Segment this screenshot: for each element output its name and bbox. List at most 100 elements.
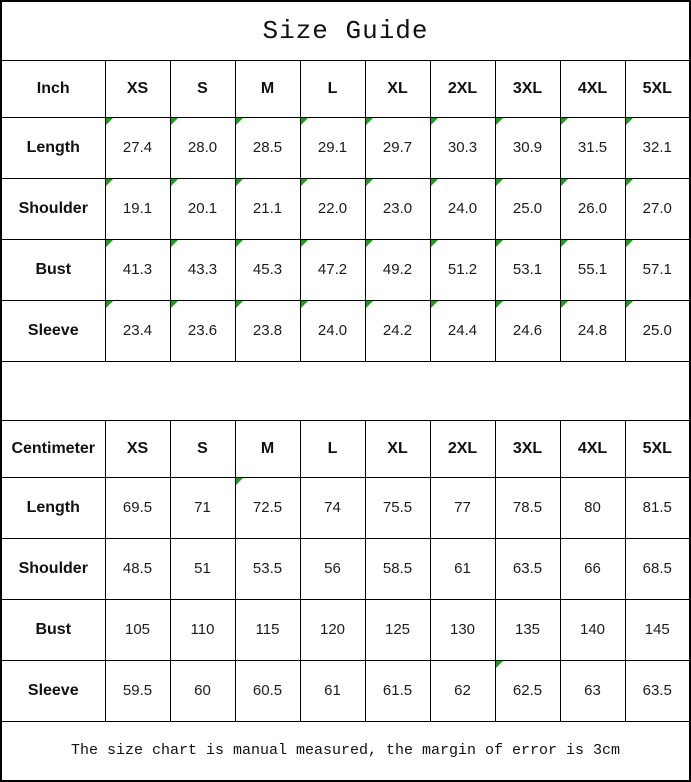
value-cell: 43.3 [169,238,236,301]
value-cell: 75.5 [364,476,431,539]
value-cell: 24.4 [429,299,496,362]
size-col-header-text: S [197,439,208,457]
value-cell: 24.6 [494,299,561,362]
value-cell: 41.3 [104,238,171,301]
value-cell: 68.5 [624,537,691,600]
comment-marker-icon [366,179,373,186]
size-col-header: M [234,59,301,118]
value-cell-text: 63 [584,682,601,699]
comment-marker-icon [561,240,568,247]
size-col-header-text: L [327,439,338,457]
comment-marker-icon [236,179,243,186]
value-cell: 56 [299,537,366,600]
value-cell-text: 68.5 [642,560,672,577]
row-label: Length [0,476,106,539]
value-cell: 63 [559,659,626,722]
value-cell-text: 24.2 [382,322,413,339]
value-cell-text: 75.5 [382,499,413,516]
row-label-text: Sleeve [27,681,79,699]
spacer-cell [1,360,690,421]
value-cell-text: 120 [319,621,346,638]
size-header-row: Inch XS S M L XL 2XL 3XL 4XL 5XL [0,59,691,118]
comment-marker-icon [171,240,178,247]
comment-marker-icon [431,118,438,125]
value-cell: 120 [299,598,366,661]
value-cell: 27.4 [104,116,171,179]
value-cell-text: 24.0 [317,322,348,339]
comment-marker-icon [626,240,633,247]
value-cell-text: 29.7 [382,139,413,156]
value-cell-text: 24.0 [447,200,478,217]
value-cell: 55.1 [559,238,626,301]
value-cell-text: 47.2 [317,261,348,278]
value-cell-text: 41.3 [122,261,153,278]
value-cell-text: 28.5 [252,139,283,156]
value-cell-text: 43.3 [187,261,218,278]
row-label-text: Bust [35,260,72,278]
size-col-header: L [299,59,366,118]
size-col-header: S [169,59,236,118]
comment-marker-icon [301,118,308,125]
value-cell: 59.5 [104,659,171,722]
size-col-header: XS [104,419,171,478]
value-cell-text: 58.5 [382,560,413,577]
value-cell: 47.2 [299,238,366,301]
comment-marker-icon [561,301,568,308]
value-cell: 81.5 [624,476,691,539]
size-col-header: L [299,419,366,478]
value-cell-text: 63.5 [642,682,672,699]
comment-marker-icon [366,240,373,247]
measurement-row: Bust 105 110 115 120 125 130 135 140 145 [0,598,691,661]
size-col-header-text: L [327,79,338,97]
value-cell: 63.5 [624,659,691,722]
value-cell: 63.5 [494,537,561,600]
value-cell: 145 [624,598,691,661]
comment-marker-icon [626,179,633,186]
size-col-header: S [169,419,236,478]
value-cell-text: 48.5 [122,560,153,577]
row-label: Length [0,116,106,179]
size-col-header-text: XL [387,79,408,97]
comment-marker-icon [431,240,438,247]
value-cell-text: 25.0 [512,200,543,217]
footer-note: The size chart is manual measured, the m… [0,720,691,782]
value-cell-text: 66 [584,560,601,577]
comment-marker-icon [496,661,503,668]
size-col-header: XS [104,59,171,118]
value-cell: 25.0 [624,299,691,362]
comment-marker-icon [431,179,438,186]
value-cell-text: 32.1 [642,139,672,156]
value-cell-text: 53.1 [512,261,543,278]
comment-marker-icon [106,240,113,247]
value-cell: 58.5 [364,537,431,600]
value-cell-text: 62 [454,682,471,699]
value-cell: 23.6 [169,299,236,362]
measurement-row: Shoulder 19.1 20.1 21.1 22.0 23.0 24.0 25.0 26.0… [0,177,691,240]
value-cell-text: 130 [449,621,476,638]
comment-marker-icon [561,179,568,186]
size-col-header: 4XL [559,419,626,478]
value-cell-text: 30.9 [512,139,543,156]
value-cell: 135 [494,598,561,661]
value-cell-text: 30.3 [447,139,478,156]
value-cell-text: 24.4 [447,322,478,339]
value-cell: 74 [299,476,366,539]
size-col-header: 4XL [559,59,626,118]
value-cell: 30.3 [429,116,496,179]
size-col-header-text: M [260,439,275,457]
size-header-row: Centimeter XS S M L XL 2XL 3XL 4XL 5XL [0,419,691,478]
size-col-header-text: 4XL [577,79,608,97]
value-cell-text: 77 [454,499,471,516]
value-cell: 19.1 [104,177,171,240]
size-col-header: M [234,419,301,478]
value-cell: 125 [364,598,431,661]
value-cell: 51.2 [429,238,496,301]
value-cell-text: 55.1 [577,261,608,278]
row-label: Bust [0,238,106,301]
row-label-text: Length [26,498,80,516]
size-col-header-text: XL [387,439,408,457]
value-cell: 25.0 [494,177,561,240]
comment-marker-icon [236,301,243,308]
